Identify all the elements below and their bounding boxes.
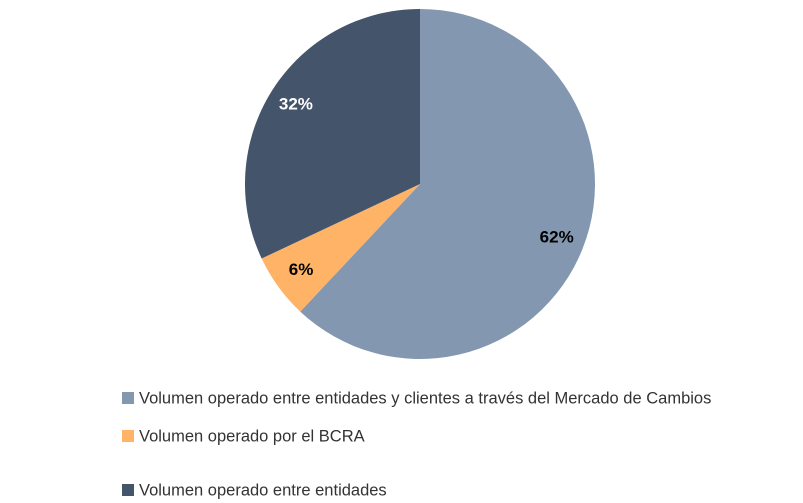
legend-label: Volumen operado entre entidades	[139, 481, 387, 499]
legend-label: Volumen operado por el BCRA	[139, 427, 365, 445]
legend-swatch	[122, 484, 134, 496]
legend-swatch	[122, 430, 134, 442]
pie-slice	[244, 9, 420, 259]
slice-label: 32%	[279, 95, 313, 114]
pie-slice	[300, 9, 595, 359]
slice-label: 6%	[289, 260, 314, 279]
legend-label: Volumen operado entre entidades y client…	[139, 389, 711, 407]
legend-swatch	[122, 392, 134, 404]
slice-label: 62%	[540, 228, 574, 247]
pie-slice	[261, 184, 420, 312]
